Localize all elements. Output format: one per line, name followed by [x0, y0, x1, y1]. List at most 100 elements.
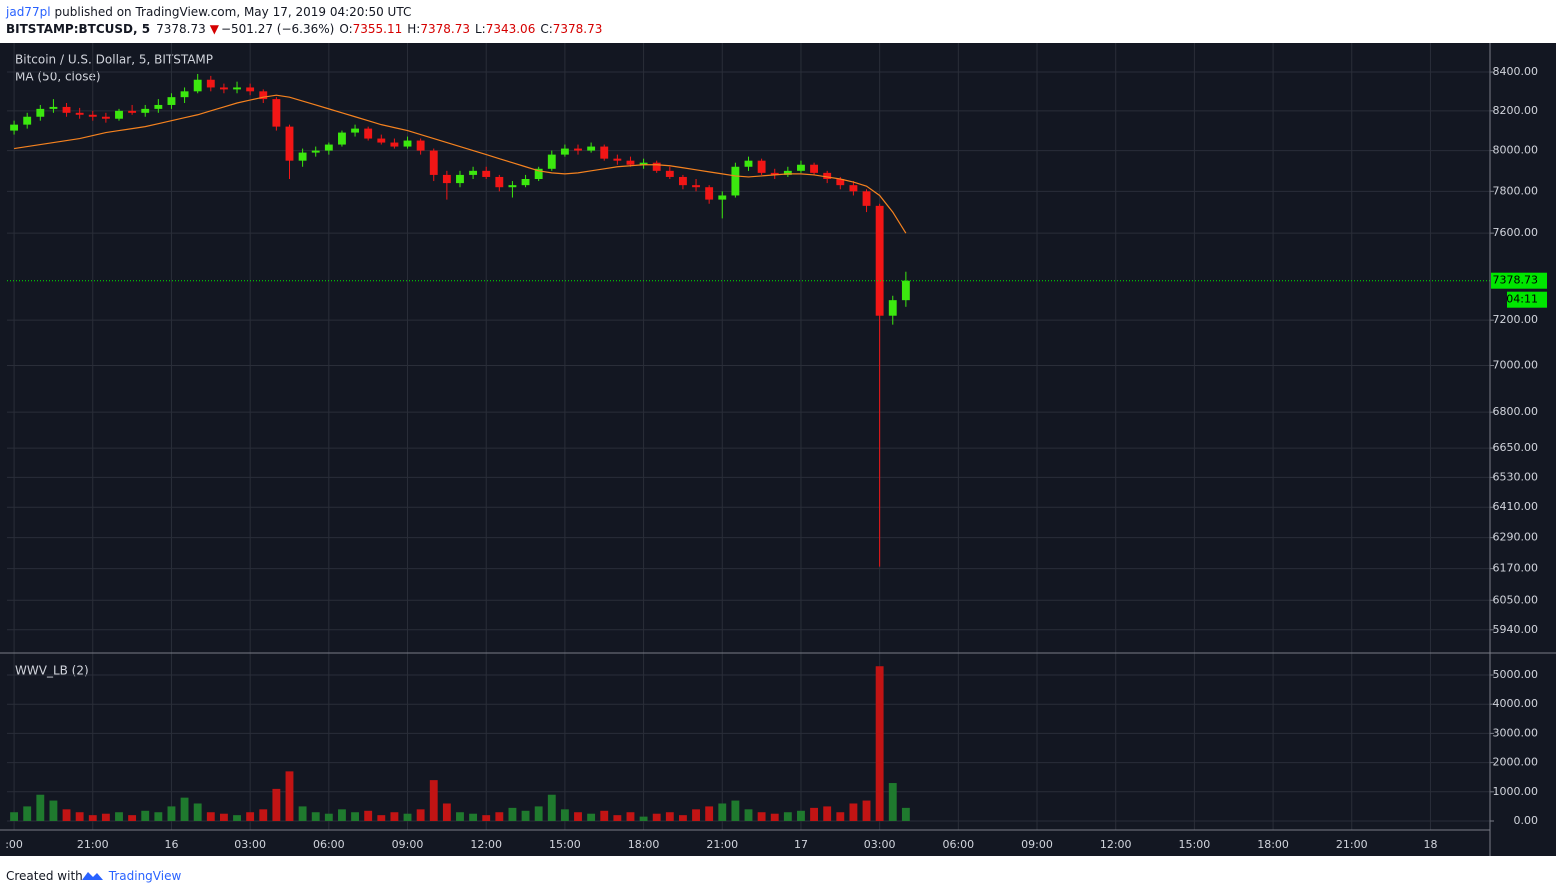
- x-tick-label: 21:00: [77, 838, 109, 851]
- candle-body: [665, 170, 674, 177]
- countdown-box: [1507, 291, 1547, 308]
- y-tick-label: 8200.00: [1493, 104, 1539, 117]
- volume-bar: [678, 815, 687, 822]
- candle-body: [88, 114, 97, 117]
- x-tick-label: 09:00: [392, 838, 424, 851]
- candle-body: [62, 106, 71, 113]
- candle-body: [770, 172, 779, 175]
- candle-body: [600, 146, 609, 159]
- candle-body: [757, 160, 766, 173]
- brand[interactable]: TradingView: [108, 869, 182, 883]
- y-tick-label: 7600.00: [1493, 226, 1539, 239]
- candle-body: [705, 187, 714, 200]
- y-tick-label: 1000.00: [1493, 785, 1539, 798]
- candle-body: [75, 112, 84, 115]
- y-tick-label: 6050.00: [1493, 593, 1539, 606]
- volume-bar: [836, 812, 845, 822]
- volume-bar: [731, 800, 740, 822]
- volume-bar: [193, 803, 202, 822]
- volume-bar: [508, 807, 517, 822]
- volume-bar: [639, 816, 648, 822]
- candle-body: [823, 172, 832, 180]
- last-price-box: [1491, 272, 1547, 289]
- volume-bar: [665, 812, 674, 822]
- volume-bar: [429, 780, 438, 822]
- volume-bar: [652, 813, 661, 822]
- candle-body: [246, 87, 255, 92]
- volume-bar: [23, 806, 32, 822]
- candle-body: [862, 191, 871, 206]
- header-quote: BITSTAMP:BTCUSD, 5 7378.73 ▼ −501.27 (−6.36…: [6, 22, 602, 36]
- x-tick-label: 12:00: [1100, 838, 1132, 851]
- volume-bar: [88, 815, 97, 822]
- x-tick-label: 03:00: [864, 838, 896, 851]
- volume-bar: [338, 809, 346, 822]
- header-line: jad77pl published on TradingView.com, May…: [5, 5, 411, 19]
- candle-body: [626, 160, 635, 165]
- volume-bar: [10, 812, 19, 822]
- volume-title: WWV_LB (2): [15, 664, 89, 678]
- volume-bar: [364, 810, 373, 822]
- y-tick-label: 6800.00: [1493, 405, 1539, 418]
- candle-body: [324, 144, 333, 151]
- volume-bar: [521, 810, 530, 822]
- volume-bar: [547, 794, 556, 822]
- x-tick-label: 18: [1423, 838, 1437, 851]
- volume-bar: [442, 803, 451, 822]
- symbol: BITSTAMP:BTCUSD, 5: [6, 22, 150, 36]
- volume-bar: [246, 812, 255, 822]
- candle-body: [429, 150, 438, 175]
- volume-bar: [49, 800, 58, 822]
- candle-body: [560, 148, 569, 155]
- x-tick-label: 06:00: [942, 838, 974, 851]
- volume-bar: [849, 803, 858, 822]
- candle-body: [272, 99, 281, 127]
- volume-bar: [36, 794, 45, 822]
- y-tick-label: 6530.00: [1493, 470, 1539, 483]
- volume-bar: [692, 809, 700, 822]
- candle-body: [875, 205, 884, 316]
- candle-body: [888, 300, 897, 316]
- candle-body: [259, 91, 268, 100]
- x-tick-label: 21:00: [706, 838, 738, 851]
- candle-body: [403, 140, 412, 147]
- candle-body: [469, 170, 478, 175]
- candle-body: [574, 148, 582, 151]
- x-tick-label: 18:00: [1257, 838, 1289, 851]
- author[interactable]: jad77pl: [5, 5, 51, 19]
- candle-body: [141, 108, 150, 113]
- volume-bar: [390, 812, 399, 822]
- volume-bar: [888, 783, 897, 822]
- volume-bar: [705, 806, 714, 822]
- candle-body: [849, 185, 858, 192]
- y-tick-label: 7200.00: [1493, 313, 1539, 326]
- candle-body: [613, 158, 622, 161]
- y-tick-label: 7000.00: [1493, 359, 1539, 372]
- x-tick-label: :00: [5, 838, 23, 851]
- volume-bar: [403, 813, 412, 822]
- ohlc-value: 7378.73: [553, 22, 603, 36]
- volume-bar: [574, 812, 582, 822]
- last-price-label: 7378.73: [1493, 274, 1539, 287]
- volume-bar: [351, 812, 359, 822]
- y-tick-label: 5000.00: [1493, 668, 1539, 681]
- volume-bar: [810, 807, 819, 822]
- chart-title: Bitcoin / U.S. Dollar, 5, BITSTAMP: [15, 53, 213, 67]
- ohlc-label: O:: [339, 22, 352, 36]
- y-tick-label: 6410.00: [1493, 500, 1539, 513]
- volume-bar: [259, 809, 268, 822]
- candle-body: [442, 174, 451, 184]
- volume-bar: [797, 810, 805, 822]
- x-tick-label: 15:00: [549, 838, 581, 851]
- candle-body: [36, 108, 45, 117]
- y-tick-label: 7800.00: [1493, 184, 1539, 197]
- volume-bar: [613, 815, 622, 822]
- candle-body: [206, 79, 215, 88]
- candle-body: [547, 154, 556, 169]
- volume-bar: [233, 815, 241, 822]
- candle-body: [219, 87, 228, 90]
- ohlc-label: H:: [407, 22, 420, 36]
- candle-body: [692, 185, 700, 188]
- candle-body: [364, 128, 373, 139]
- countdown-label: 04:11: [1506, 293, 1538, 306]
